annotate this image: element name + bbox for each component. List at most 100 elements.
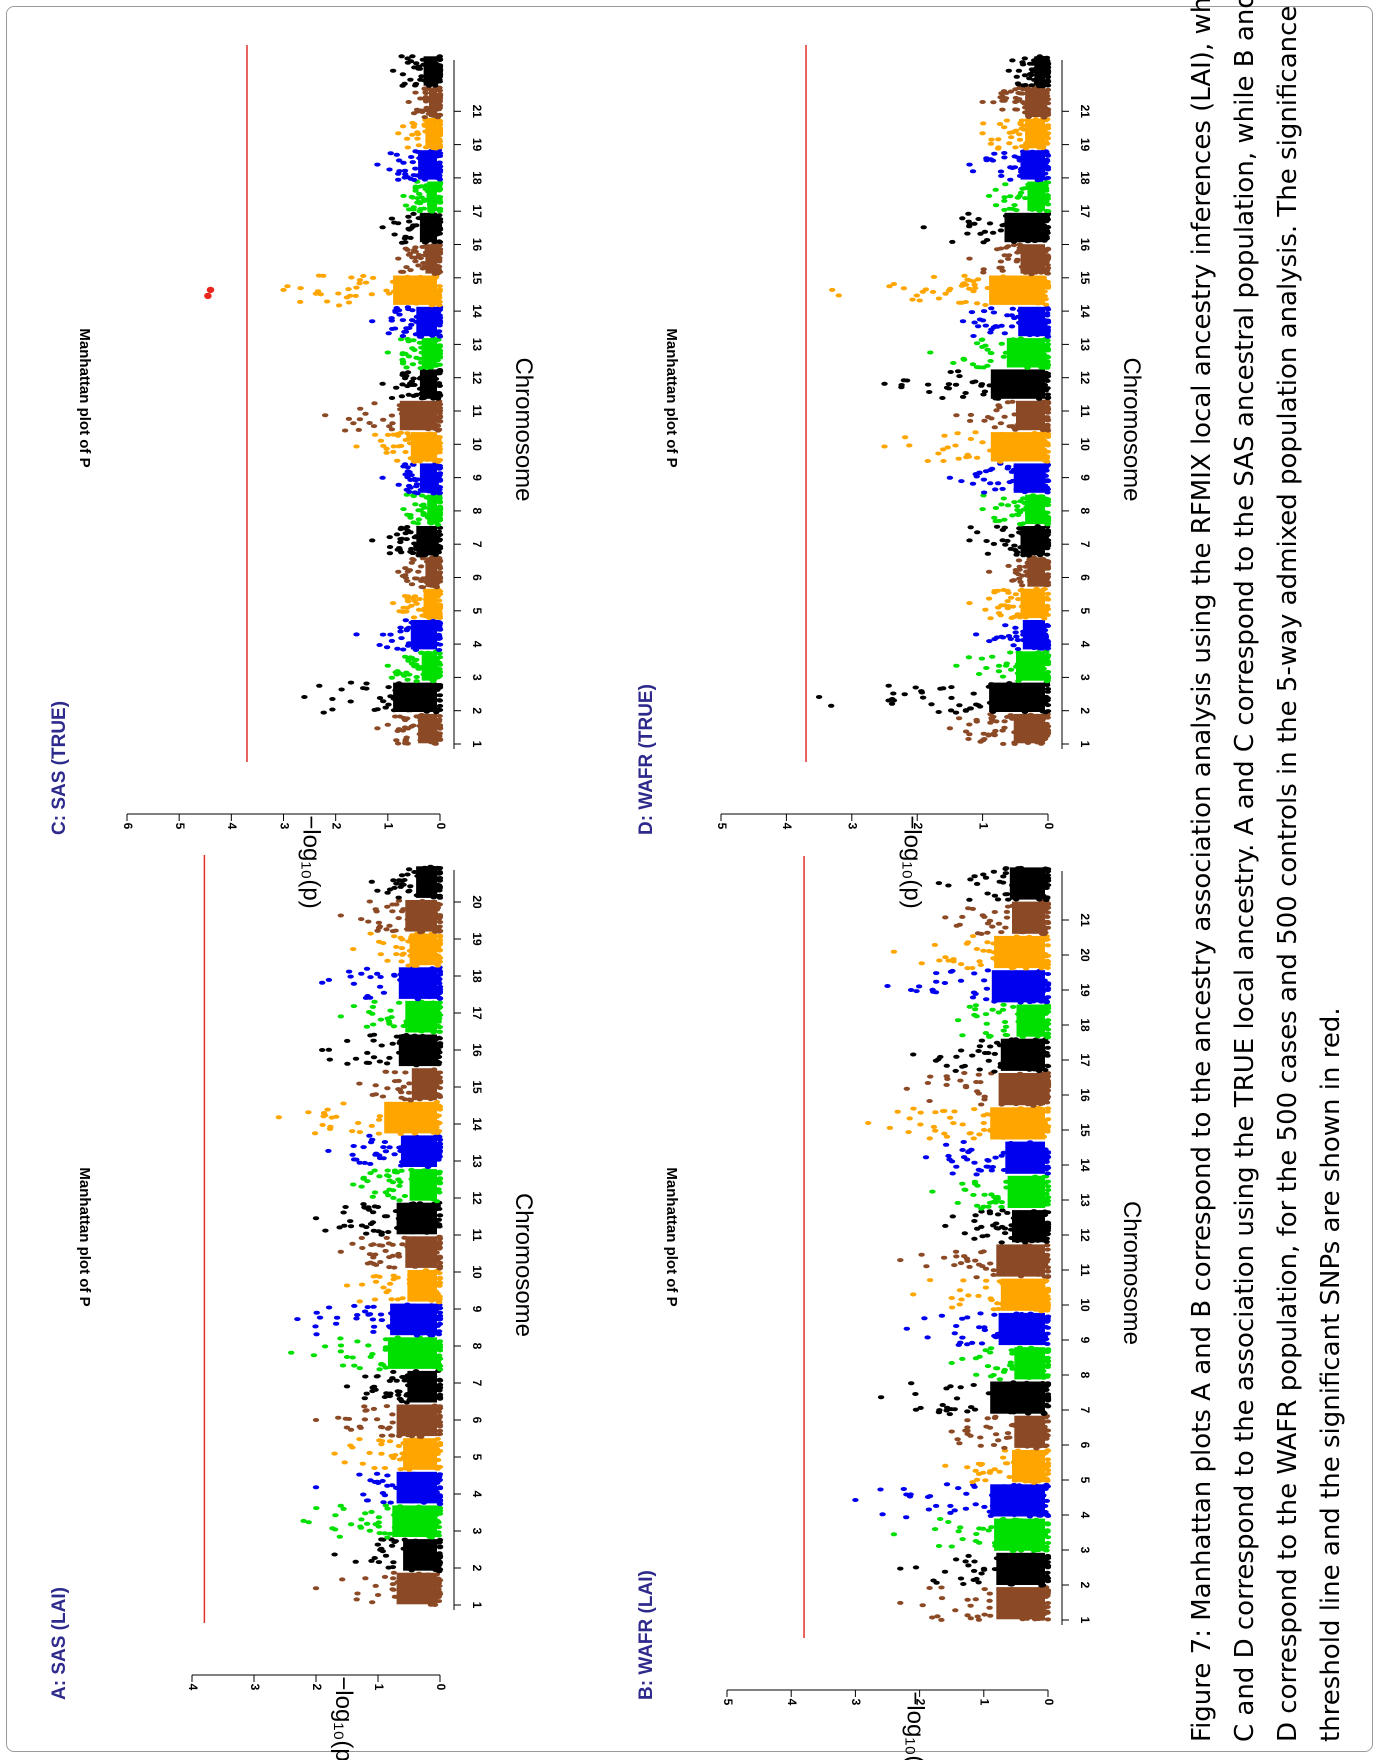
- data-point: [408, 603, 415, 608]
- peak-point: [922, 1155, 930, 1160]
- value-axis-tick-label: 2: [310, 1684, 324, 1691]
- data-point: [349, 1241, 356, 1246]
- data-point: [436, 1137, 444, 1142]
- data-point: [364, 1050, 371, 1055]
- value-axis-tick-label: 4: [785, 1699, 799, 1706]
- data-point: [932, 1503, 940, 1508]
- peak-point: [910, 1292, 917, 1297]
- data-band: [425, 244, 437, 274]
- data-point: [379, 1478, 386, 1483]
- data-point: [405, 1090, 413, 1095]
- data-point: [324, 1107, 331, 1112]
- data-point: [409, 557, 416, 561]
- data-point: [436, 984, 444, 989]
- data-band: [994, 1518, 1045, 1551]
- peak-point: [942, 1463, 949, 1468]
- data-point: [305, 1520, 312, 1525]
- data-point: [408, 473, 415, 478]
- data-point: [436, 1234, 443, 1239]
- data-point: [982, 1478, 989, 1483]
- significant-point: [204, 292, 212, 300]
- data-point: [931, 942, 939, 947]
- value-axis-title: −log₁₀(p): [330, 1676, 357, 1760]
- data-point: [990, 1268, 997, 1273]
- data-point: [436, 1540, 443, 1545]
- peak-point: [368, 879, 375, 884]
- data-point: [1010, 1004, 1017, 1009]
- data-point: [373, 1471, 381, 1476]
- data-point: [935, 1544, 943, 1548]
- data-point: [403, 609, 410, 614]
- data-point: [395, 1087, 402, 1092]
- peak-point: [877, 1395, 885, 1400]
- data-band: [407, 1270, 437, 1302]
- data-point: [398, 1399, 405, 1404]
- data-point: [991, 733, 998, 738]
- data-point: [404, 677, 411, 682]
- data-point: [1003, 1033, 1011, 1038]
- value-axis-tick-label: 4: [186, 1684, 200, 1691]
- data-point: [970, 1192, 977, 1197]
- chromosome-axis-tick-label: 4: [470, 641, 484, 648]
- data-point: [957, 1261, 965, 1266]
- data-point: [369, 1389, 376, 1394]
- data-point: [368, 1558, 375, 1563]
- data-point: [369, 1210, 377, 1215]
- data-point: [980, 1249, 987, 1254]
- data-point: [358, 971, 365, 976]
- data-point: [347, 699, 354, 704]
- data-point: [436, 1141, 443, 1146]
- chromosome-axis-tick-label: 3: [470, 674, 484, 681]
- data-point: [401, 725, 409, 730]
- data-point: [370, 1406, 378, 1411]
- peak-point: [379, 225, 386, 230]
- data-point: [383, 1235, 390, 1240]
- data-point: [408, 582, 416, 587]
- data-point: [946, 1157, 953, 1162]
- data-point: [404, 528, 412, 533]
- data-point: [395, 177, 402, 182]
- data-point: [1044, 1155, 1052, 1160]
- data-point: [337, 1336, 344, 1341]
- data-point: [332, 1321, 340, 1326]
- data-point: [978, 1038, 986, 1043]
- data-point: [436, 299, 443, 304]
- data-point: [1044, 1398, 1052, 1403]
- data-point: [1044, 1588, 1052, 1593]
- data-point: [1044, 1554, 1052, 1559]
- data-point: [344, 1038, 351, 1043]
- data-point: [995, 1010, 1002, 1015]
- data-point: [340, 1506, 347, 1511]
- data-point: [912, 1392, 919, 1396]
- data-point: [385, 331, 392, 336]
- chromosome-axis-tick-label: 1: [470, 1602, 484, 1609]
- data-point: [411, 576, 419, 581]
- data-point: [399, 269, 407, 274]
- peak-point: [910, 1052, 917, 1057]
- data-point: [373, 1417, 381, 1422]
- data-point: [1001, 1226, 1009, 1231]
- data-point: [1044, 1457, 1052, 1462]
- data-point: [971, 1236, 978, 1241]
- data-point: [436, 893, 443, 898]
- data-point: [983, 1233, 991, 1238]
- data-point: [363, 1498, 371, 1503]
- data-point: [1044, 1315, 1051, 1319]
- data-point: [959, 1033, 966, 1038]
- data-point: [959, 1537, 966, 1542]
- data-point: [964, 1425, 971, 1430]
- data-point: [982, 1285, 990, 1290]
- data-point: [435, 1217, 443, 1222]
- chromosome-axis-tick-label: 8: [470, 508, 484, 515]
- data-point: [410, 596, 417, 601]
- data-point: [436, 1392, 444, 1397]
- data-point: [370, 1255, 377, 1260]
- data-point: [969, 1053, 976, 1058]
- data-point: [311, 1131, 319, 1136]
- data-point: [383, 288, 390, 293]
- chromosome-axis-tick-label: 13: [1078, 1193, 1092, 1207]
- data-point: [335, 1415, 342, 1420]
- data-point: [370, 1274, 377, 1279]
- data-point: [400, 907, 407, 912]
- data-point: [918, 961, 925, 966]
